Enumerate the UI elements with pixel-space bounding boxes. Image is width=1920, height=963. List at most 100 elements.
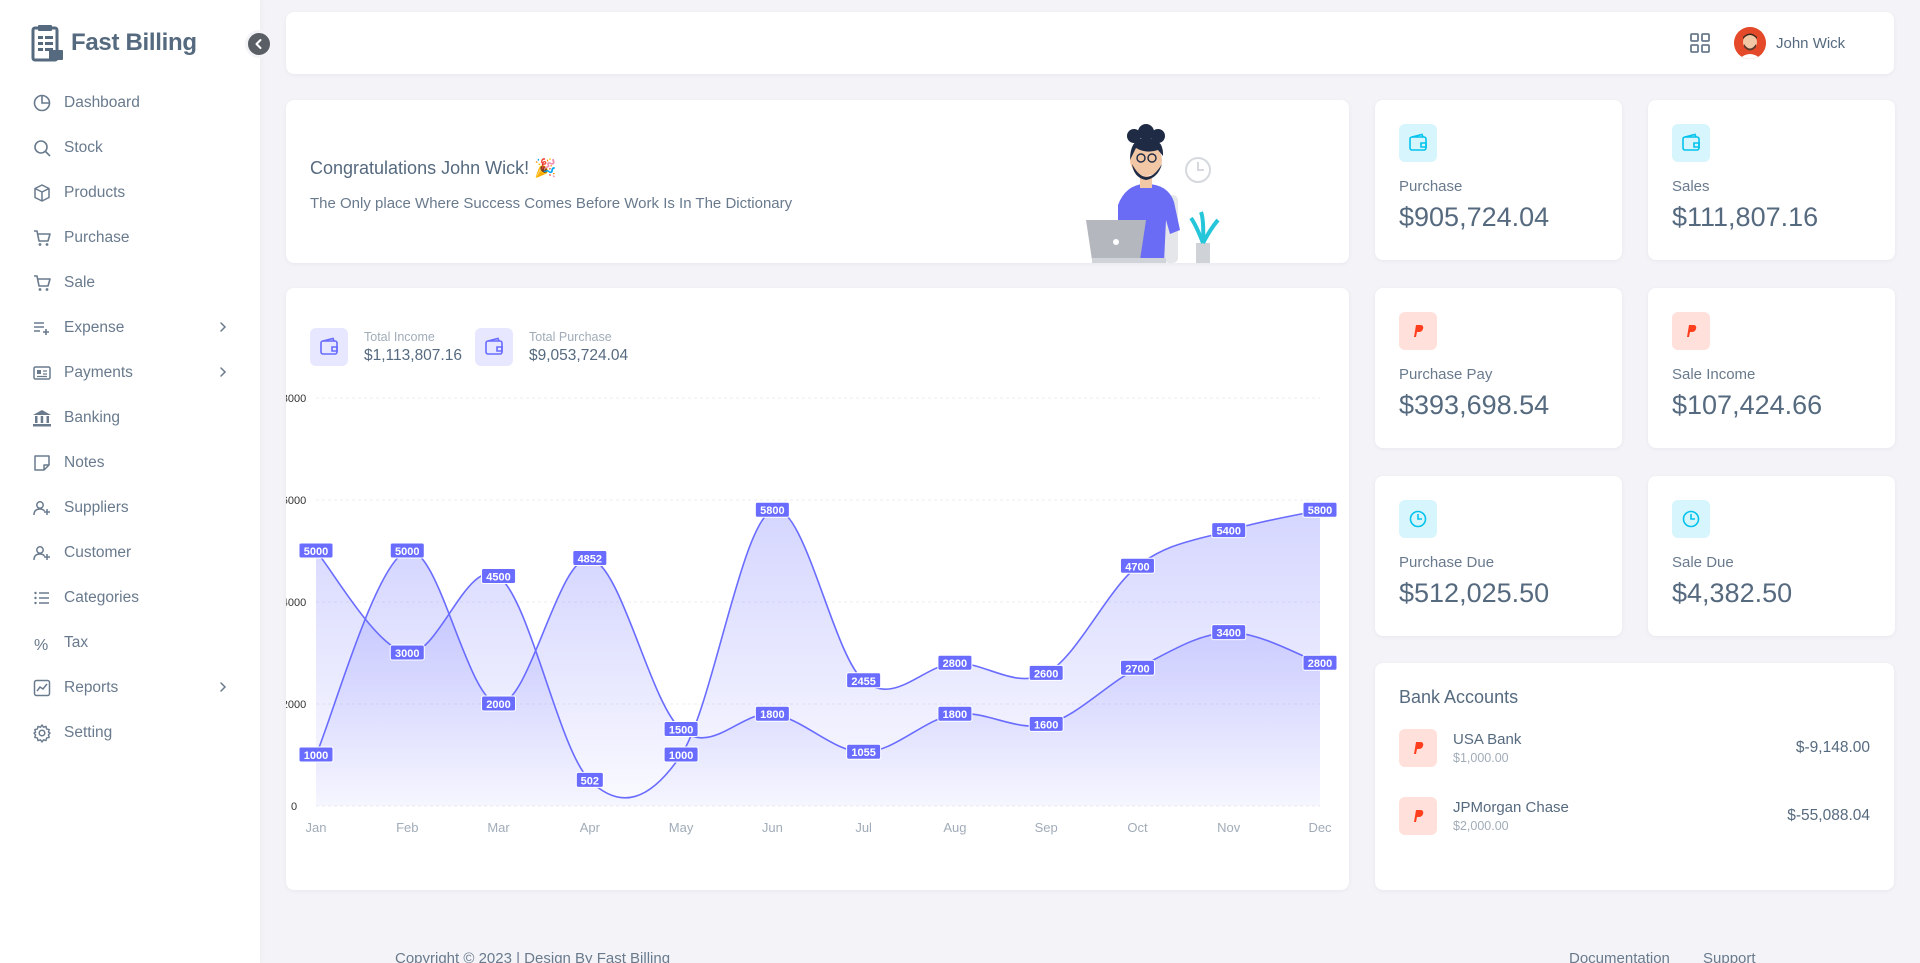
data-label-box bbox=[1119, 659, 1155, 676]
note-icon bbox=[32, 453, 52, 473]
data-label-box bbox=[575, 771, 604, 788]
stat-value: $512,025.50 bbox=[1399, 578, 1550, 608]
brand-logo-icon bbox=[31, 25, 63, 62]
chevron-right-icon bbox=[220, 367, 227, 377]
data-label: 5000 bbox=[395, 546, 419, 558]
wallet-icon bbox=[1399, 124, 1437, 162]
data-label-box bbox=[937, 654, 973, 671]
sidebar-item-setting[interactable]: Setting bbox=[0, 710, 260, 755]
data-label: 3400 bbox=[1216, 628, 1240, 640]
sidebar-item-products[interactable]: Products bbox=[0, 170, 260, 215]
bank-name: USA Bank bbox=[1453, 731, 1522, 748]
paypal-icon bbox=[1672, 312, 1710, 350]
data-label: 2600 bbox=[1034, 668, 1058, 680]
data-label-box bbox=[846, 672, 882, 689]
clock-icon bbox=[1399, 500, 1437, 538]
sidebar-item-stock[interactable]: Stock bbox=[0, 125, 260, 170]
data-label: 2455 bbox=[851, 676, 875, 688]
sidebar-item-label: Payments bbox=[64, 363, 133, 381]
total-income-value: $1,113,807.16 bbox=[364, 346, 462, 364]
chart-icon bbox=[32, 678, 52, 698]
x-tick-label: Sep bbox=[1035, 820, 1058, 835]
apps-grid-icon[interactable] bbox=[1689, 32, 1711, 54]
stat-card-purchase-due: Purchase Due $512,025.50 bbox=[1375, 476, 1622, 636]
data-label: 5800 bbox=[1308, 505, 1332, 517]
avatar[interactable] bbox=[1734, 27, 1766, 59]
stat-card-sale-income: Sale Income $107,424.66 bbox=[1648, 288, 1895, 448]
sidebar-item-label: Sale bbox=[64, 273, 96, 291]
data-label-box bbox=[572, 550, 608, 567]
sidebar-item-tax[interactable]: % Tax bbox=[0, 620, 260, 665]
data-label: 1600 bbox=[1034, 719, 1058, 731]
x-tick-label: Mar bbox=[487, 820, 510, 835]
data-label-box bbox=[846, 743, 882, 760]
sidebar-item-categories[interactable]: Categories bbox=[0, 575, 260, 620]
user-plus-icon bbox=[32, 543, 52, 563]
data-label-box bbox=[1119, 557, 1155, 574]
stat-label: Purchase Pay bbox=[1399, 366, 1493, 383]
data-label-box bbox=[389, 644, 425, 661]
sidebar-item-purchase[interactable]: Purchase bbox=[0, 215, 260, 260]
data-label-box bbox=[1302, 501, 1338, 518]
list-plus-icon bbox=[32, 318, 52, 338]
data-label: 2800 bbox=[1308, 658, 1332, 670]
sidebar-item-banking[interactable]: Banking bbox=[0, 395, 260, 440]
sidebar-item-reports[interactable]: Reports bbox=[0, 665, 260, 710]
sidebar-item-sale[interactable]: Sale bbox=[0, 260, 260, 305]
stat-card-purchase: Purchase $905,724.04 bbox=[1375, 100, 1622, 260]
gear-icon bbox=[32, 723, 52, 743]
documentation-link[interactable]: Documentation bbox=[1569, 950, 1670, 963]
stat-label: Sales bbox=[1672, 178, 1710, 195]
chevron-right-icon bbox=[220, 682, 227, 692]
stat-label: Purchase bbox=[1399, 178, 1463, 195]
stat-label: Purchase Due bbox=[1399, 554, 1495, 571]
sidebar-item-dashboard[interactable]: Dashboard bbox=[0, 80, 260, 125]
support-link[interactable]: Support bbox=[1703, 950, 1756, 963]
paypal-icon bbox=[1399, 729, 1437, 767]
sidebar-item-customer[interactable]: Customer bbox=[0, 530, 260, 575]
stat-label: Sale Income bbox=[1672, 366, 1756, 383]
data-label-box bbox=[937, 705, 973, 722]
data-label: 502 bbox=[581, 775, 599, 787]
data-label-box bbox=[481, 695, 517, 712]
stat-value: $393,698.54 bbox=[1399, 390, 1550, 420]
user-name[interactable]: John Wick bbox=[1776, 35, 1846, 52]
stat-card-sales: Sales $111,807.16 bbox=[1648, 100, 1895, 260]
data-label: 1000 bbox=[304, 750, 328, 762]
total-income-summary: Total Income $1,113,807.16 bbox=[310, 328, 462, 366]
series-area bbox=[316, 550, 1320, 806]
welcome-subtitle: The Only place Where Success Comes Befor… bbox=[310, 195, 793, 212]
y-tick-label: 8000 bbox=[286, 393, 306, 405]
data-label: 5400 bbox=[1216, 526, 1240, 538]
sidebar-item-notes[interactable]: Notes bbox=[0, 440, 260, 485]
list-icon bbox=[32, 588, 52, 608]
sidebar-collapse-button[interactable] bbox=[245, 30, 273, 58]
pie-chart-icon bbox=[32, 93, 52, 113]
stat-card-purchase-pay: Purchase Pay $393,698.54 bbox=[1375, 288, 1622, 448]
stat-label: Sale Due bbox=[1672, 554, 1734, 571]
sidebar-item-label: Notes bbox=[64, 453, 105, 471]
sidebar-item-expense[interactable]: Expense bbox=[0, 305, 260, 350]
stat-value: $905,724.04 bbox=[1399, 202, 1550, 232]
bank-balance: $-9,148.00 bbox=[1795, 739, 1870, 756]
sidebar-item-suppliers[interactable]: Suppliers bbox=[0, 485, 260, 530]
data-label: 5000 bbox=[304, 546, 328, 558]
chevron-left-icon bbox=[255, 39, 262, 49]
data-label-box bbox=[663, 721, 699, 737]
x-tick-label: Jan bbox=[306, 820, 327, 835]
bank-name: JPMorgan Chase bbox=[1453, 799, 1569, 816]
bank-accounts-card: Bank Accounts USA Bank $1,000.00 $-9,148… bbox=[1375, 663, 1894, 890]
bank-account-row[interactable]: USA Bank $1,000.00 $-9,148.00 bbox=[1399, 729, 1870, 769]
sidebar-item-label: Dashboard bbox=[64, 93, 140, 111]
sidebar-item-label: Categories bbox=[64, 588, 139, 606]
sidebar-item-label: Expense bbox=[64, 318, 125, 336]
total-purchase-value: $9,053,724.04 bbox=[529, 346, 629, 364]
brand[interactable]: Fast Billing bbox=[31, 24, 197, 62]
bank-account-row[interactable]: JPMorgan Chase $2,000.00 $-55,088.04 bbox=[1399, 797, 1870, 837]
footer-copyright: Copyright © 2023 | Design By Fast Billin… bbox=[395, 950, 671, 963]
paypal-icon bbox=[1399, 797, 1437, 835]
sidebar-item-label: Setting bbox=[64, 723, 113, 741]
sidebar-item-payments[interactable]: Payments bbox=[0, 350, 260, 395]
welcome-card: Congratulations John Wick! 🎉 The Only pl… bbox=[286, 100, 1349, 263]
sidebar-item-label: Reports bbox=[64, 678, 119, 696]
